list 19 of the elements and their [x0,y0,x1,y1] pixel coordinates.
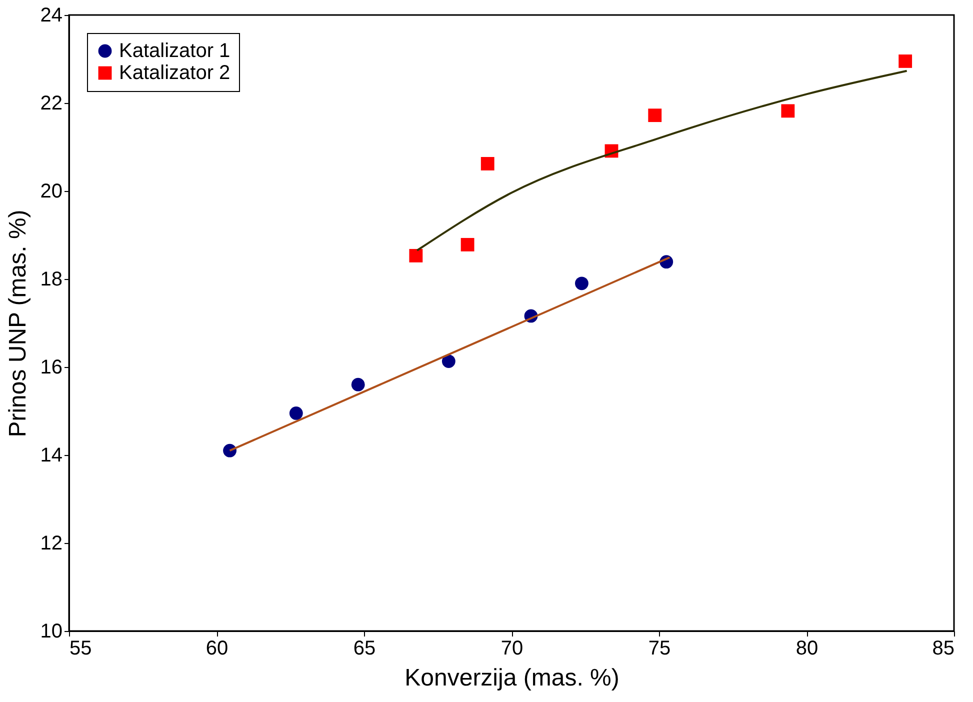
x-tick-label: 60 [206,638,228,660]
y-tick-label: 12 [40,532,62,554]
x-tick-label: 65 [353,638,376,660]
y-tick-label: 10 [40,620,62,642]
x-tick-label: 80 [796,638,818,660]
x-tick-label: 70 [500,638,524,660]
y-tick-label: 22 [40,92,62,114]
y-tick-label: 16 [40,356,62,378]
y-axis-title: Prinos UNP (mas. %) [4,210,32,438]
y-tick-label: 14 [40,444,62,466]
legend-label: Katalizator 2 [119,62,230,84]
y-tick-label: 24 [40,4,62,26]
x-tick-label: 85 [932,638,954,660]
x-tick-label: 75 [648,638,671,660]
x-tick-label: 55 [70,638,92,660]
y-tick-label: 18 [40,268,62,290]
x-axis-title: Konverzija (mas. %) [404,664,620,692]
legend-label: Katalizator 1 [119,40,230,62]
y-tick-label: 20 [40,180,62,202]
